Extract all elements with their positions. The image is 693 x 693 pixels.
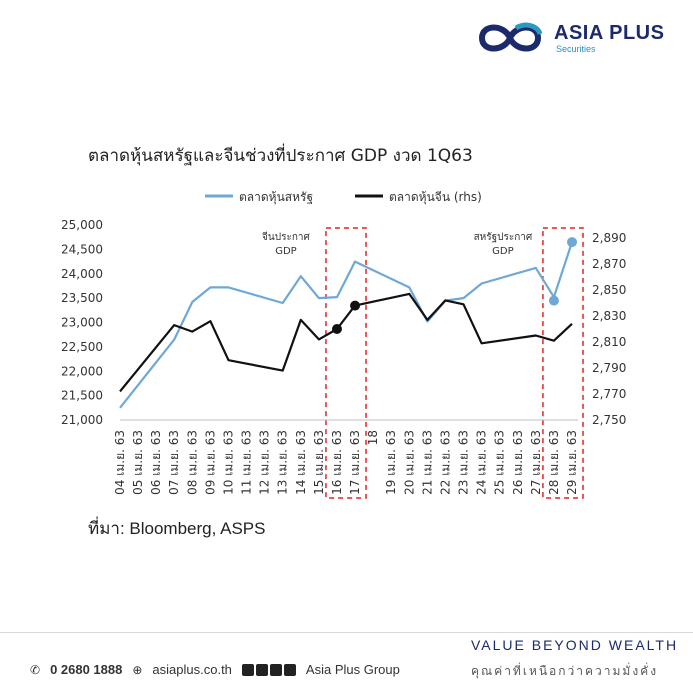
y-left-tick-label: 24,000 — [61, 267, 103, 281]
y-left-tick-label: 21,500 — [61, 389, 103, 403]
y-right-tick-label: 2,810 — [592, 335, 626, 349]
x-tick-label: 28 เม.ย. 63 — [547, 430, 561, 495]
y-right-tick-label: 2,890 — [592, 231, 626, 245]
annotation-box — [325, 227, 367, 499]
social-icons — [241, 663, 296, 676]
x-tick-label: 04 เม.ย. 63 — [113, 430, 127, 495]
y-right-tick-label: 2,750 — [592, 413, 626, 427]
phone-icon: ✆ — [30, 662, 41, 677]
x-tick-label: 19 เม.ย. 63 — [384, 430, 398, 495]
x-tick-label: 24 เม.ย. 63 — [475, 430, 489, 495]
y-right-tick-label: 2,830 — [592, 309, 626, 323]
telegram-icon[interactable] — [283, 663, 296, 676]
footer-divider — [0, 632, 693, 633]
chart-title: ตลาดหุ้นสหรัฐและจีนช่วงที่ประกาศ GDP งวด… — [88, 146, 473, 166]
highlight-point — [331, 324, 342, 334]
y-left-tick-label: 25,000 — [61, 218, 103, 232]
footer-social-name: Asia Plus Group — [305, 662, 400, 677]
x-tick-label: 05 เม.ย. 63 — [131, 430, 145, 495]
y-left-tick-label: 23,000 — [61, 316, 103, 330]
y-left-tick-label: 22,500 — [61, 340, 103, 354]
tagline-thai: คุณค่าที่เหนือกว่าความมั่งคั่ง — [471, 664, 659, 678]
annotation-sublabel: GDP — [492, 246, 513, 257]
x-tick-label: 14 เม.ย. 63 — [294, 430, 308, 495]
annotation-label: สหรัฐประกาศ — [474, 232, 533, 243]
tagline: VALUE BEYOND WEALTH — [471, 637, 679, 653]
y-right-tick-label: 2,770 — [592, 387, 626, 401]
highlight-point — [567, 237, 577, 248]
highlight-point — [548, 295, 559, 306]
youtube-icon[interactable] — [269, 663, 282, 676]
series-line-0 — [119, 241, 574, 409]
x-tick-label: 10 เม.ย. 63 — [221, 430, 235, 495]
x-tick-label: 29 เม.ย. 63 — [565, 430, 579, 495]
legend-label-1: ตลาดหุ้นจีน (rhs) — [389, 190, 482, 205]
facebook-icon[interactable] — [241, 663, 254, 676]
instagram-icon[interactable] — [255, 663, 268, 676]
footer-contact: ✆ 0 2680 1888 ⊕ asiaplus.co.th Asia Plus… — [30, 662, 400, 677]
x-tick-label: 20 เม.ย. 63 — [402, 430, 416, 495]
x-tick-label: 25 เม.ย. 63 — [493, 430, 507, 495]
x-tick-label: 27 เม.ย. 63 — [529, 430, 543, 495]
footer-website[interactable]: asiaplus.co.th — [152, 662, 232, 677]
x-tick-label: 15 เม.ย. 63 — [312, 430, 326, 495]
y-left-tick-label: 22,000 — [61, 364, 103, 378]
y-right-tick-label: 2,850 — [592, 283, 626, 297]
annotation-box — [542, 227, 584, 499]
y-left-tick-label: 24,500 — [61, 242, 103, 256]
x-tick-label: 07 เม.ย. 63 — [167, 430, 181, 495]
legend-label-0: ตลาดหุ้นสหรัฐ — [239, 190, 313, 205]
x-tick-label: 11 เม.ย. 63 — [240, 430, 254, 495]
x-tick-label: 16 เม.ย. 63 — [330, 430, 344, 495]
globe-icon: ⊕ — [132, 662, 143, 677]
x-tick-label: 12 เม.ย. 63 — [258, 430, 272, 495]
annotation-label: จีนประกาศ — [262, 231, 311, 243]
x-tick-label: 13 เม.ย. 63 — [276, 430, 290, 495]
x-tick-label: 08 เม.ย. 63 — [185, 430, 199, 495]
x-tick-label: 22 เม.ย. 63 — [438, 430, 452, 495]
x-tick-label: 23 เม.ย. 63 — [457, 430, 471, 495]
y-right-tick-label: 2,790 — [592, 361, 626, 375]
y-right-tick-label: 2,870 — [592, 257, 626, 271]
footer-phone[interactable]: 0 2680 1888 — [50, 662, 123, 677]
x-tick-label: 09 เม.ย. 63 — [203, 430, 217, 495]
x-tick-label: 18 — [366, 430, 380, 445]
y-left-tick-label: 23,500 — [61, 291, 103, 305]
series-line-1 — [119, 292, 573, 393]
x-tick-label: 21 เม.ย. 63 — [420, 430, 434, 495]
source-note: ที่มา: Bloomberg, ASPS — [88, 519, 266, 538]
brand-sub: Securities — [556, 44, 596, 54]
y-left-tick-label: 21,000 — [61, 413, 103, 427]
logo-mark-icon — [478, 22, 543, 52]
highlight-point — [350, 300, 361, 311]
annotation-sublabel: GDP — [275, 246, 296, 257]
brand-logo: ASIA PLUS Securities — [470, 18, 670, 58]
brand-name: ASIA PLUS — [554, 22, 665, 44]
chart: จีนประกาศ GDP สหรัฐประกาศ GDP 21,000 21,500 2… — [61, 190, 626, 499]
x-tick-label: 06 เม.ย. 63 — [149, 430, 163, 495]
x-tick-label: 17 เม.ย. 63 — [348, 430, 362, 495]
x-tick-label: 26 เม.ย. 63 — [511, 430, 525, 495]
